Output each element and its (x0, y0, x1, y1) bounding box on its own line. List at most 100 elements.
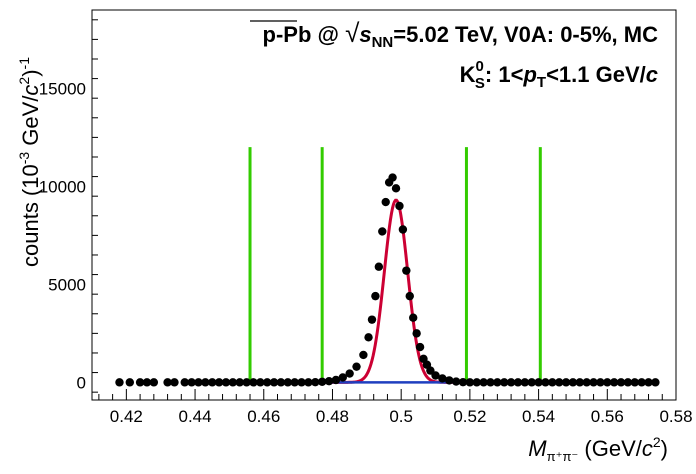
data-point (235, 378, 244, 387)
data-point (290, 378, 299, 387)
xlabel-sub: π⁺π⁻ (547, 449, 579, 464)
data-point (304, 378, 313, 387)
ylabel-c: c (18, 85, 43, 96)
data-point (637, 378, 646, 387)
data-point (324, 376, 334, 386)
y-tick-label: 0 (77, 373, 86, 392)
ylabel-sup2: 2 (16, 77, 32, 85)
ylabel-sup1: -3 (16, 152, 32, 165)
sqrt-symbol: √ (345, 18, 360, 48)
p-symbol: p (522, 62, 536, 87)
x-tick-label: 0.42 (110, 407, 143, 426)
data-point (208, 378, 217, 387)
data-point (438, 374, 447, 383)
data-point (472, 378, 481, 387)
data-point (381, 197, 390, 207)
s-subscript: NN (372, 34, 394, 51)
title-line1: p-Pb @ √sNN=5.02 TeV, V0A: 0-5%, MC (263, 18, 659, 51)
x-axis-label: Mπ⁺π⁻ (GeV/c2) (528, 434, 668, 464)
data-point (180, 378, 189, 387)
data-point (228, 378, 238, 387)
data-point (297, 378, 306, 387)
data-point (276, 378, 286, 387)
data-point (458, 377, 468, 387)
x-tick-label: 0.46 (247, 407, 280, 426)
data-point (506, 378, 516, 387)
data-point (374, 262, 384, 271)
y-tick-label: 15000 (39, 79, 86, 98)
data-point (402, 266, 411, 275)
data-point (194, 378, 203, 387)
data-point (214, 378, 224, 387)
data-point (630, 378, 639, 387)
data-point (465, 378, 475, 387)
data-point (616, 378, 626, 387)
data-point (398, 225, 408, 234)
data-point (359, 350, 368, 360)
data-point (431, 371, 440, 380)
data-point (589, 378, 598, 387)
ylabel-sup3: -1 (16, 57, 32, 70)
x-tick-label: 0.5 (389, 407, 413, 426)
data-point (142, 378, 152, 387)
data-point (125, 378, 134, 387)
data-point (317, 377, 327, 386)
data-point (249, 378, 258, 387)
data-point (352, 362, 361, 371)
data-point (582, 378, 591, 387)
data-point (500, 378, 509, 387)
data-point (371, 291, 380, 301)
data-point (609, 378, 619, 387)
ylabel-mid: GeV/ (18, 95, 43, 152)
title-rest: =5.02 TeV, V0A: 0-5%, MC (393, 22, 658, 47)
k-superscript: 0 (476, 58, 484, 75)
data-point (479, 378, 488, 387)
xlabel-m: M (528, 436, 547, 461)
data-point (412, 329, 421, 338)
xlabel-rest: (GeV/ (578, 436, 642, 461)
data-point (149, 378, 159, 387)
x-tick-label: 0.52 (453, 407, 486, 426)
data-point (170, 378, 179, 387)
data-point (534, 378, 543, 387)
data-point (493, 378, 502, 387)
data-point (269, 378, 279, 387)
data-point (256, 378, 265, 387)
xlabel-sup: 2 (653, 434, 661, 450)
data-point (568, 378, 578, 387)
data-point (541, 378, 550, 387)
data-point (391, 184, 401, 193)
data-point (115, 378, 124, 387)
data-point (331, 375, 341, 385)
data-point (486, 378, 495, 387)
data-point (187, 378, 196, 387)
data-point (644, 378, 653, 387)
data-point (405, 291, 414, 301)
y-tick-label: 5000 (48, 275, 86, 294)
plot-frame (91, 9, 677, 401)
xlabel-c: c (642, 436, 653, 461)
data-point (135, 378, 145, 387)
data-point (555, 378, 564, 387)
data-point (575, 378, 585, 387)
data-point (378, 227, 387, 236)
data-point (651, 378, 660, 387)
data-point (596, 378, 605, 387)
data-point (221, 378, 231, 387)
data-point (338, 373, 347, 382)
data-point (548, 378, 557, 387)
data-point (561, 378, 571, 387)
ylabel-pre: counts (10 (18, 164, 43, 267)
x-tick-label: 0.54 (522, 407, 555, 426)
title-line2: K0 S: 1<pT<1.1 GeV/c (460, 58, 658, 92)
xlabel-close: ) (661, 436, 668, 461)
data-point (388, 173, 397, 182)
c-symbol: c (646, 62, 658, 87)
data-point (283, 378, 293, 387)
data-point (527, 378, 536, 387)
chart-marks (115, 147, 660, 387)
k-symbol: K (460, 62, 476, 87)
data-point (242, 378, 251, 387)
y-tick-label: 10000 (39, 177, 86, 196)
